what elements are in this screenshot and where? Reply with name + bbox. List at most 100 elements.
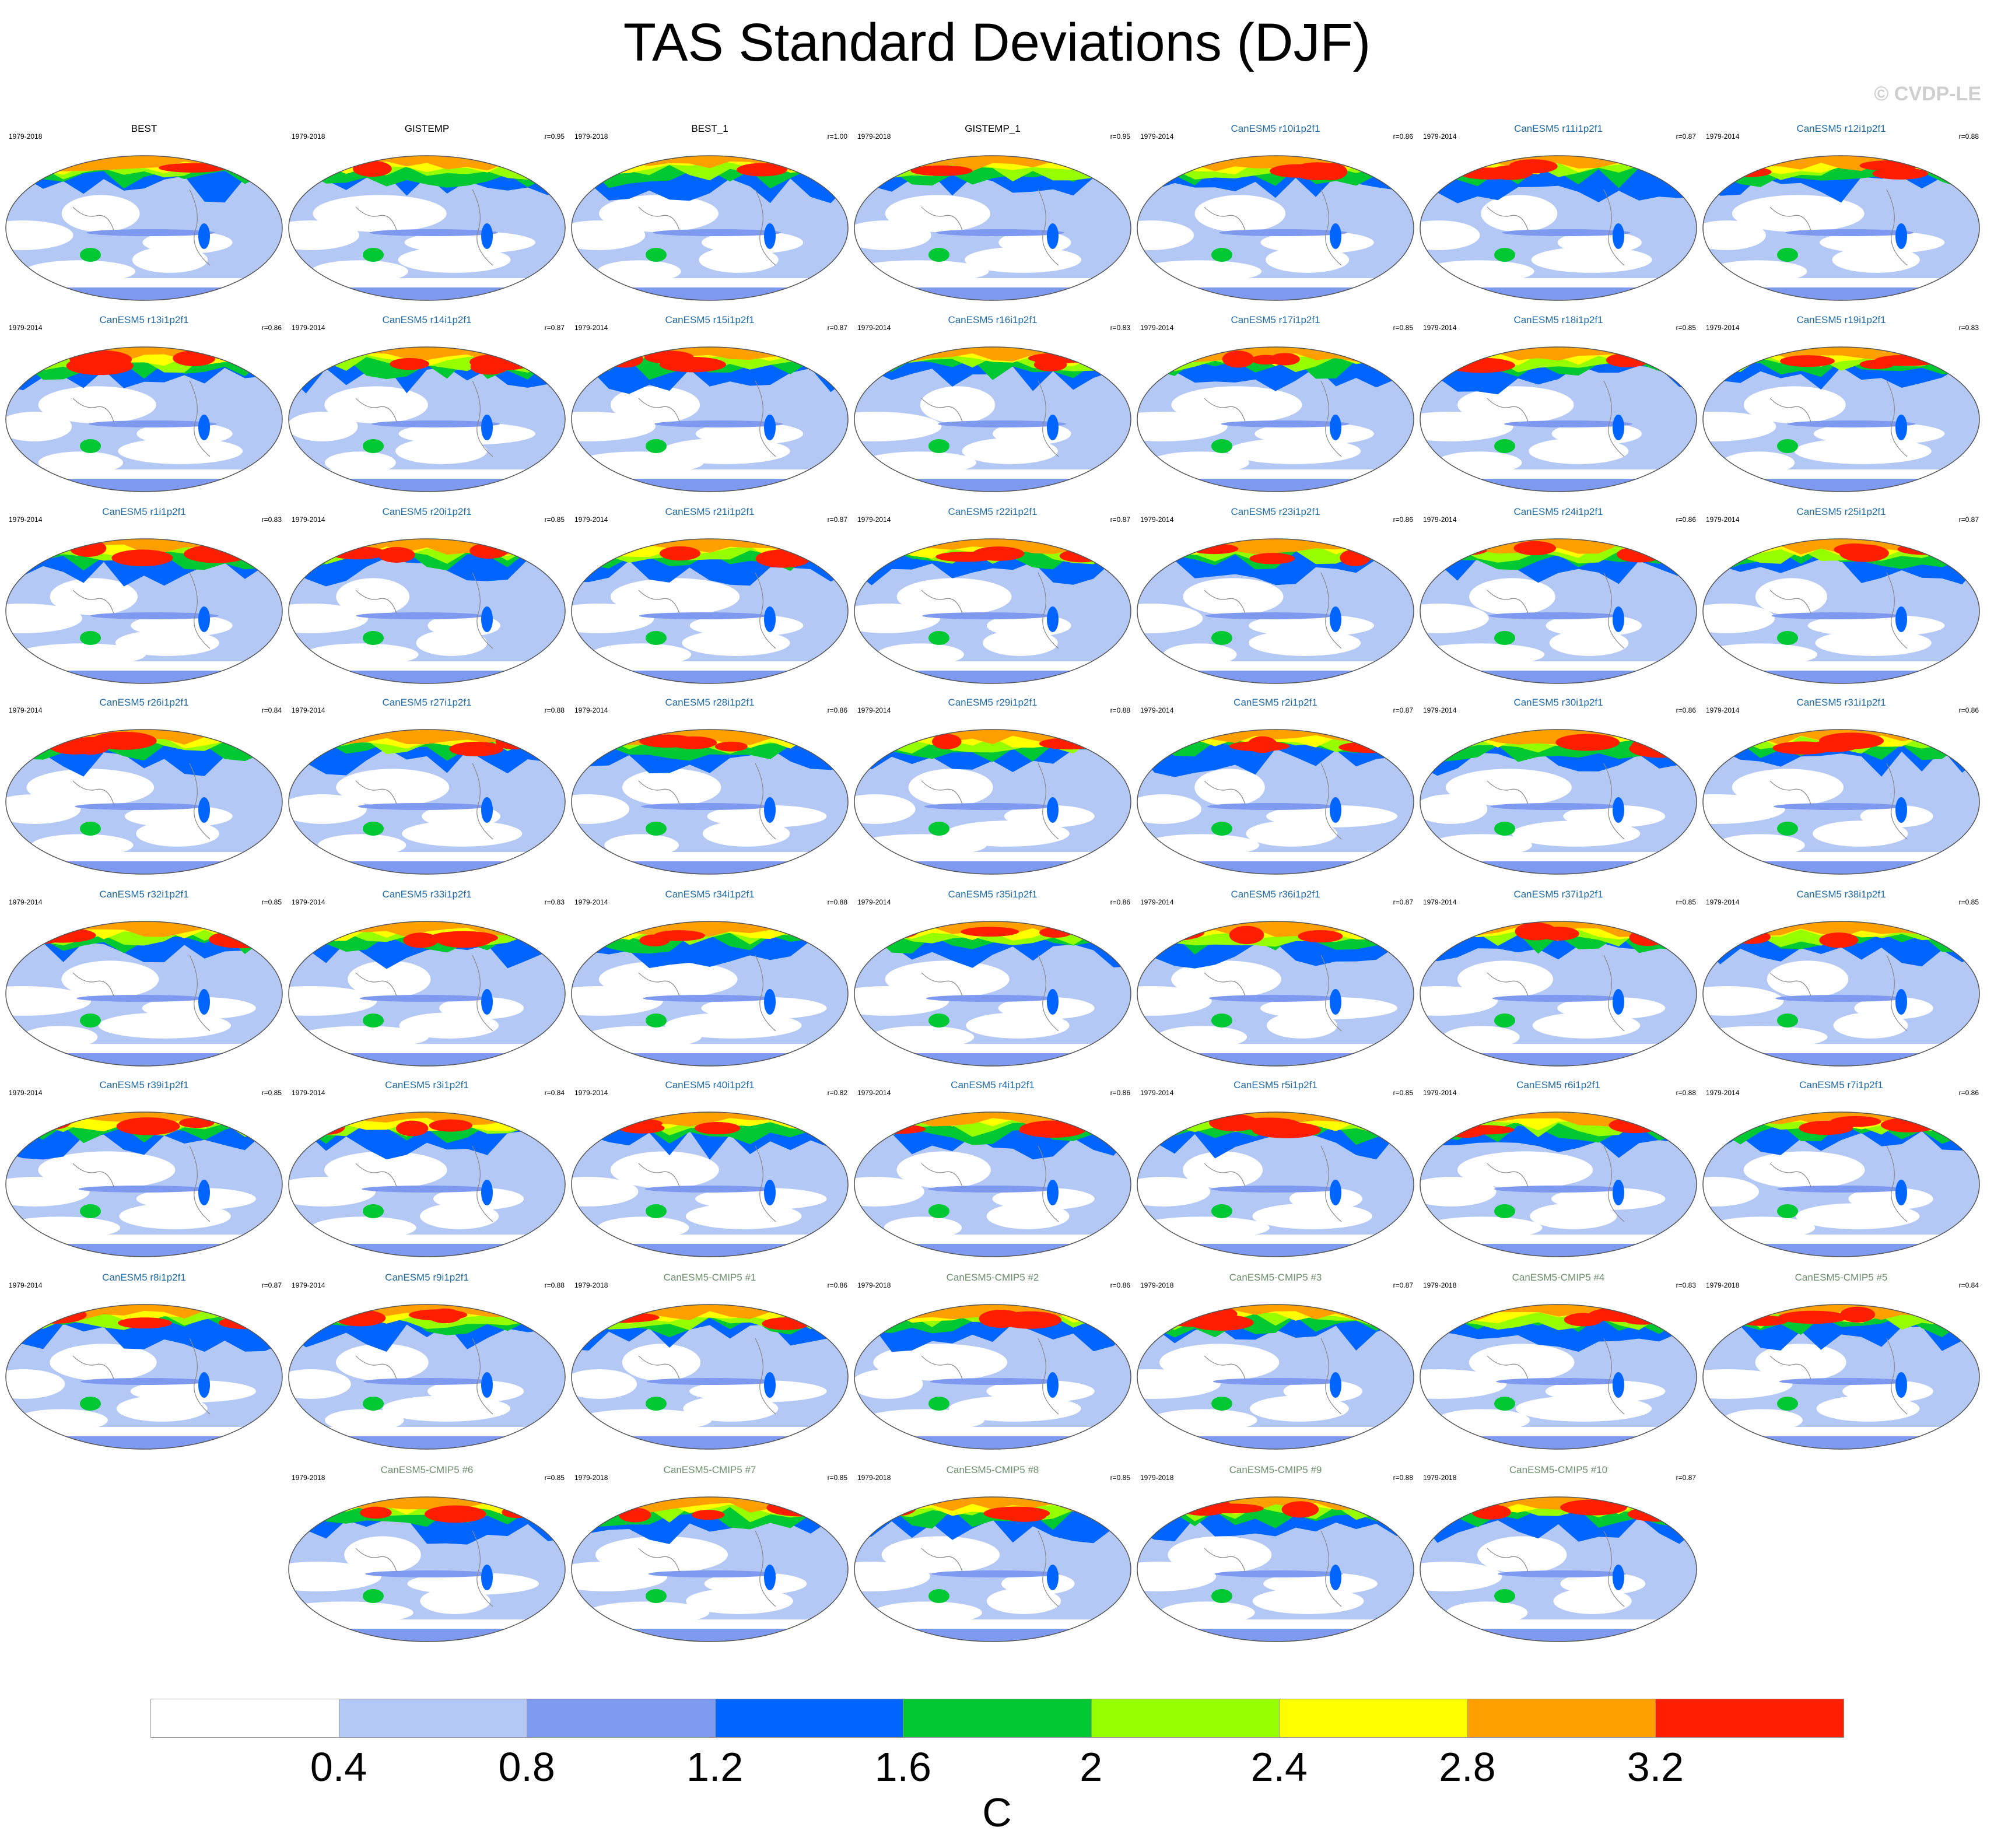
map-panel-svg xyxy=(1420,155,1697,301)
panel-pattern-correlation: r=0.87 xyxy=(1676,1474,1696,1482)
map-australia-patch xyxy=(928,631,949,645)
panel-title: CanESM5 r25i1p2f1 xyxy=(1796,506,1886,517)
panel-pattern-correlation: r=0.85 xyxy=(1393,1089,1413,1097)
map-coastline xyxy=(755,572,776,649)
panel-pattern-correlation: r=0.83 xyxy=(261,516,282,524)
map-coastline xyxy=(1320,763,1342,840)
map-equatorial-streak xyxy=(1785,229,1914,236)
map-equatorial-streak xyxy=(641,803,770,810)
panel-title: CanESM5 r9i1p2f1 xyxy=(385,1272,469,1283)
panel-pattern-correlation: r=0.83 xyxy=(544,898,565,906)
map-australia-patch xyxy=(1494,439,1515,453)
map-southern-band xyxy=(1420,278,1697,289)
map-equatorial-streak xyxy=(88,420,217,427)
map-level-8-hotspot xyxy=(1471,1505,1511,1520)
map-coastline xyxy=(1487,972,1529,997)
map-level-8-hotspot xyxy=(1819,732,1884,749)
map-australia-patch xyxy=(646,1397,667,1411)
map-south-america-patch xyxy=(1613,989,1624,1015)
map-panel: CanESM5 r20i1p2f1 1979-2014 r=0.85 xyxy=(286,503,568,688)
map-low-variance-band xyxy=(1436,1409,1530,1432)
colorbar-tick-label: 2.4 xyxy=(1250,1744,1308,1790)
map-southern-band xyxy=(1703,469,1979,480)
map-low-variance-band xyxy=(682,630,790,656)
map-south-america-patch xyxy=(764,989,776,1015)
map-south-america-patch xyxy=(1613,223,1624,249)
map-coastline xyxy=(1886,763,1908,840)
panel-title: CanESM5 r14i1p2f1 xyxy=(382,314,472,325)
colorbar-segment xyxy=(1655,1699,1844,1738)
map-antarctic-band xyxy=(854,287,1131,300)
map-southern-band xyxy=(289,1427,565,1437)
map-southern-band xyxy=(289,1044,565,1054)
map-equatorial-streak xyxy=(1205,612,1334,619)
map-level-8-hotspot xyxy=(360,1506,392,1519)
map-australia-patch xyxy=(1211,248,1232,262)
map-low-variance-band xyxy=(398,422,535,445)
map-low-variance-band xyxy=(1228,438,1361,464)
map-australia-patch xyxy=(80,1397,101,1411)
map-coastline xyxy=(638,972,680,997)
map-low-variance-band xyxy=(1420,1369,1507,1399)
map-coastline xyxy=(355,1355,397,1380)
map-equatorial-streak xyxy=(1214,1570,1343,1577)
map-panel-svg xyxy=(1702,346,1980,492)
map-low-variance-band xyxy=(854,220,931,250)
map-outline xyxy=(1420,538,1697,684)
map-panel-svg xyxy=(5,1304,283,1450)
map-south-america-patch xyxy=(198,989,210,1015)
panel-title: CanESM5 r38i1p2f1 xyxy=(1796,889,1886,900)
map-australia-patch xyxy=(1777,248,1798,262)
map-low-variance-band xyxy=(1531,247,1652,273)
panel-title: CanESM5 r36i1p2f1 xyxy=(1231,889,1320,900)
map-australia-patch xyxy=(646,1014,667,1028)
map-low-variance-band xyxy=(597,260,681,283)
panel-period: 1979-2014 xyxy=(1706,324,1740,332)
map-south-america-patch xyxy=(764,606,776,632)
map-panel: BEST_1 1979-2018 r=1.00 xyxy=(569,120,851,305)
map-coastline xyxy=(1603,1530,1625,1607)
panel-period: 1979-2014 xyxy=(9,706,43,714)
map-low-variance-band xyxy=(1722,1409,1803,1432)
panel-title: CanESM5-CMIP5 #5 xyxy=(1795,1272,1888,1283)
colorbar-unit-label: C xyxy=(982,1790,1012,1835)
map-low-variance-band xyxy=(1137,794,1201,824)
map-outline xyxy=(854,1496,1131,1642)
panel-period: 1979-2014 xyxy=(1423,132,1457,141)
map-level-8-hotspot xyxy=(378,547,415,563)
map-south-america-patch xyxy=(1330,223,1341,249)
panel-period: 1979-2014 xyxy=(1423,516,1457,524)
map-low-variance-band xyxy=(1457,1151,1593,1188)
map-coastline xyxy=(1204,590,1246,614)
map-panel-svg xyxy=(1137,155,1414,301)
map-south-america-patch xyxy=(1330,1372,1341,1398)
map-outline xyxy=(1137,921,1414,1067)
map-equatorial-streak xyxy=(1775,995,1904,1002)
map-outline xyxy=(1137,1111,1414,1257)
map-level-7 xyxy=(1137,921,1414,937)
map-low-variance-band xyxy=(289,603,369,633)
map-panel-svg xyxy=(854,1496,1131,1642)
panel-period: 1979-2014 xyxy=(1140,898,1174,906)
map-australia-patch xyxy=(1777,1204,1798,1218)
map-coastline xyxy=(355,206,397,231)
map-level-8-hotspot xyxy=(111,549,173,566)
map-coastline xyxy=(1204,1548,1246,1572)
map-south-america-patch xyxy=(1330,415,1341,440)
map-equatorial-streak xyxy=(643,995,772,1002)
map-south-america-patch xyxy=(1330,1180,1341,1205)
map-level-8-hotspot xyxy=(1779,355,1835,367)
map-low-variance-band xyxy=(1249,614,1374,637)
panel-title: CanESM5 r24i1p2f1 xyxy=(1513,506,1603,517)
map-equatorial-streak xyxy=(80,1378,209,1385)
map-panel-svg xyxy=(288,538,566,684)
map-southern-band xyxy=(1137,278,1414,289)
map-south-america-patch xyxy=(1047,1372,1059,1398)
map-panel: BEST 1979-2018 xyxy=(3,120,285,305)
panel-period: 1979-2014 xyxy=(292,516,325,524)
map-level-7 xyxy=(572,1112,848,1127)
map-coastline xyxy=(472,1338,493,1415)
map-antarctic-band xyxy=(1137,1053,1414,1066)
map-low-variance-band xyxy=(1848,1187,1933,1210)
map-low-variance-band xyxy=(1248,630,1361,656)
